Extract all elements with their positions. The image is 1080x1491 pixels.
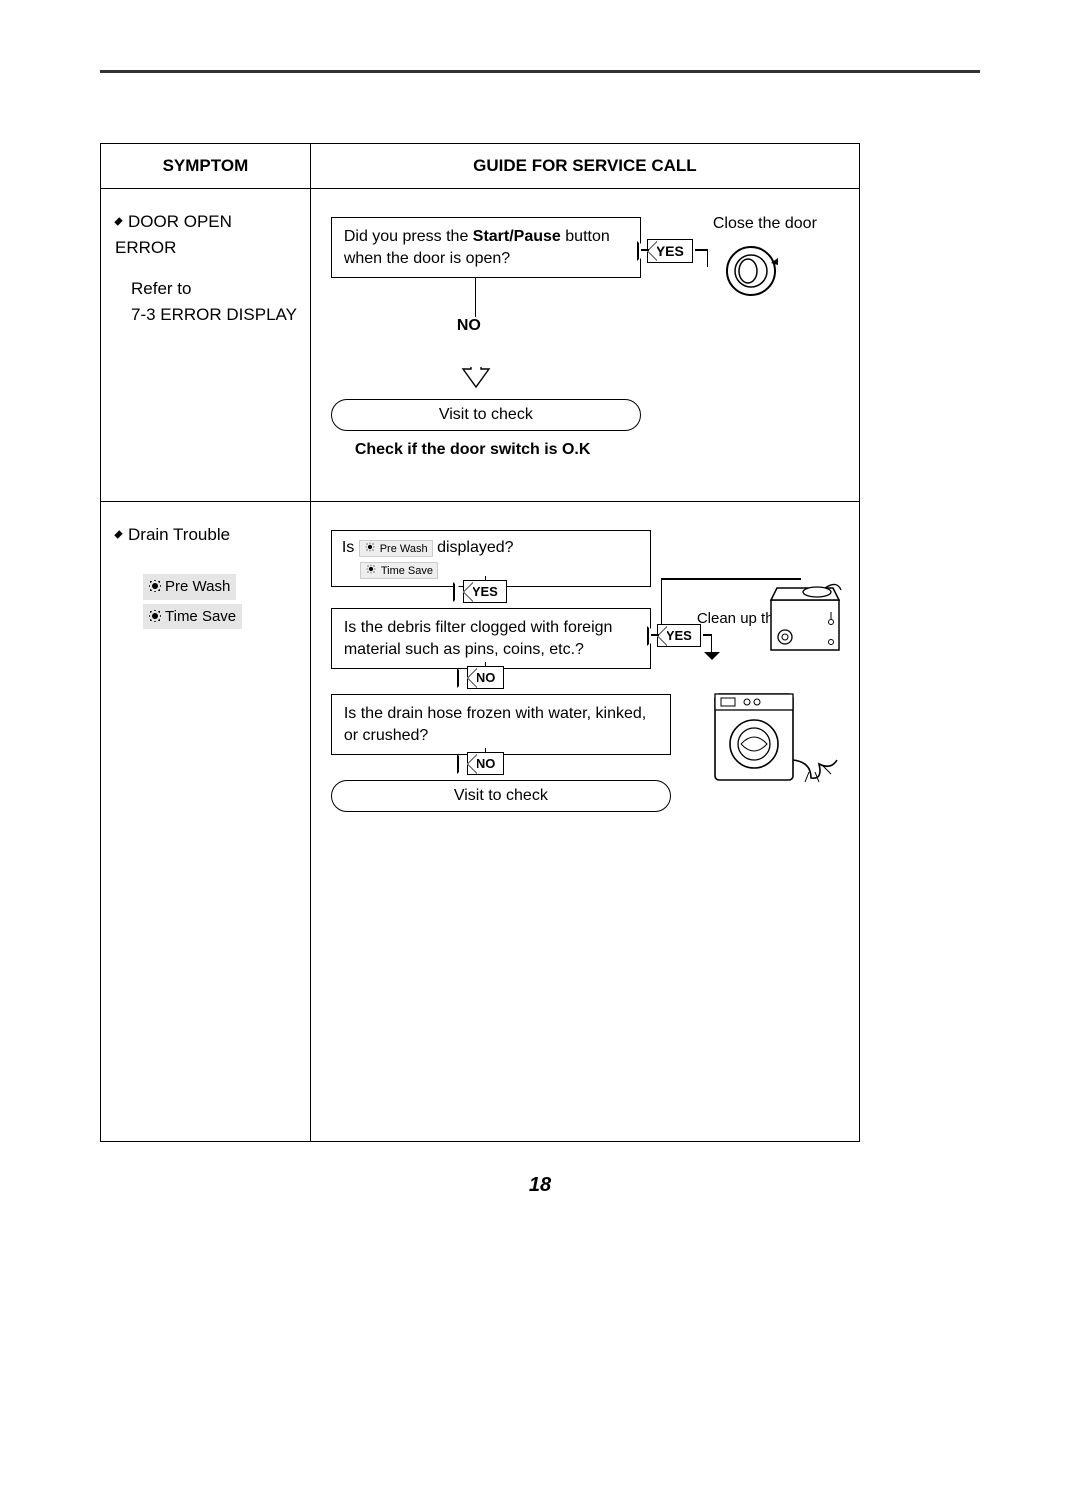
arrow-down-icon [461, 367, 491, 389]
visit-pill-1: Visit to check [331, 399, 641, 431]
sun-icon [367, 564, 375, 572]
header-guide: GUIDE FOR SERVICE CALL [310, 144, 859, 189]
door-icon [723, 243, 783, 299]
bullet-icon [114, 217, 122, 225]
yes-label-1: YES [647, 239, 693, 263]
chip-timesave-label: Time Save [165, 608, 236, 625]
table-header-row: SYMPTOM GUIDE FOR SERVICE CALL [101, 144, 860, 189]
service-guide-table: SYMPTOM GUIDE FOR SERVICE CALL DOOR OPEN… [100, 143, 860, 1142]
mini-timesave-label: Time Save [381, 565, 433, 577]
chip-prewash-label: Pre Wash [165, 578, 230, 595]
top-rule [100, 70, 980, 73]
no-label-1: NO [453, 317, 485, 335]
yes-label-2a: YES [463, 580, 507, 603]
symptom1-title: DOOR OPEN ERROR [115, 212, 232, 257]
symptom1-sub2: 7-3 ERROR DISPLAY [115, 302, 298, 328]
washing-machine-icon [711, 690, 841, 785]
q2-1b: displayed? [437, 539, 514, 556]
row-door-open-error: DOOR OPEN ERROR Refer to 7-3 ERROR DISPL… [101, 189, 860, 502]
q1-part-a: Did you press the [344, 228, 473, 245]
mini-chip-timesave: Time Save [360, 562, 438, 579]
chip-timesave: Time Save [143, 604, 242, 629]
page-number: 18 [529, 1174, 551, 1197]
filter-tray-icon [765, 582, 845, 657]
row-drain-trouble: Drain Trouble Pre Wash Time Save Is Pre … [101, 502, 860, 1142]
sun-icon [149, 610, 161, 622]
no-label-2a: NO [467, 666, 505, 689]
q-debris-filter: Is the debris filter clogged with foreig… [331, 608, 651, 669]
sun-icon [149, 580, 161, 592]
q-drain-hose: Is the drain hose frozen with water, kin… [331, 694, 671, 755]
mini-prewash-label: Pre Wash [380, 543, 428, 555]
bullet-icon [114, 530, 122, 538]
chip-prewash: Pre Wash [143, 574, 236, 599]
no-label-2b: NO [467, 752, 505, 775]
yes-label-2b: YES [657, 624, 701, 647]
check-door-switch-note: Check if the door switch is O.K [355, 441, 591, 459]
symptom-cell-2: Drain Trouble Pre Wash Time Save [101, 502, 311, 1142]
q2-1a: Is [342, 539, 359, 556]
q-door-open: Did you press the Start/Pause button whe… [331, 217, 641, 278]
page-container: SYMPTOM GUIDE FOR SERVICE CALL DOOR OPEN… [100, 70, 980, 1142]
q-displayed: Is Pre Wash displayed? Time Save [331, 530, 651, 587]
q1-bold: Start/Pause [473, 228, 561, 245]
guide-cell-2: Is Pre Wash displayed? Time Save YES Is … [310, 502, 859, 1142]
guide-cell-1: Did you press the Start/Pause button whe… [310, 189, 859, 502]
action-close-door: Close the door [713, 215, 817, 233]
sun-icon [366, 543, 374, 551]
mini-chip-prewash: Pre Wash [359, 540, 433, 557]
visit-pill-2: Visit to check [331, 780, 671, 812]
symptom1-sub1: Refer to [115, 276, 298, 302]
header-symptom: SYMPTOM [101, 144, 311, 189]
symptom2-title: Drain Trouble [128, 525, 230, 544]
symptom-cell-1: DOOR OPEN ERROR Refer to 7-3 ERROR DISPL… [101, 189, 311, 502]
